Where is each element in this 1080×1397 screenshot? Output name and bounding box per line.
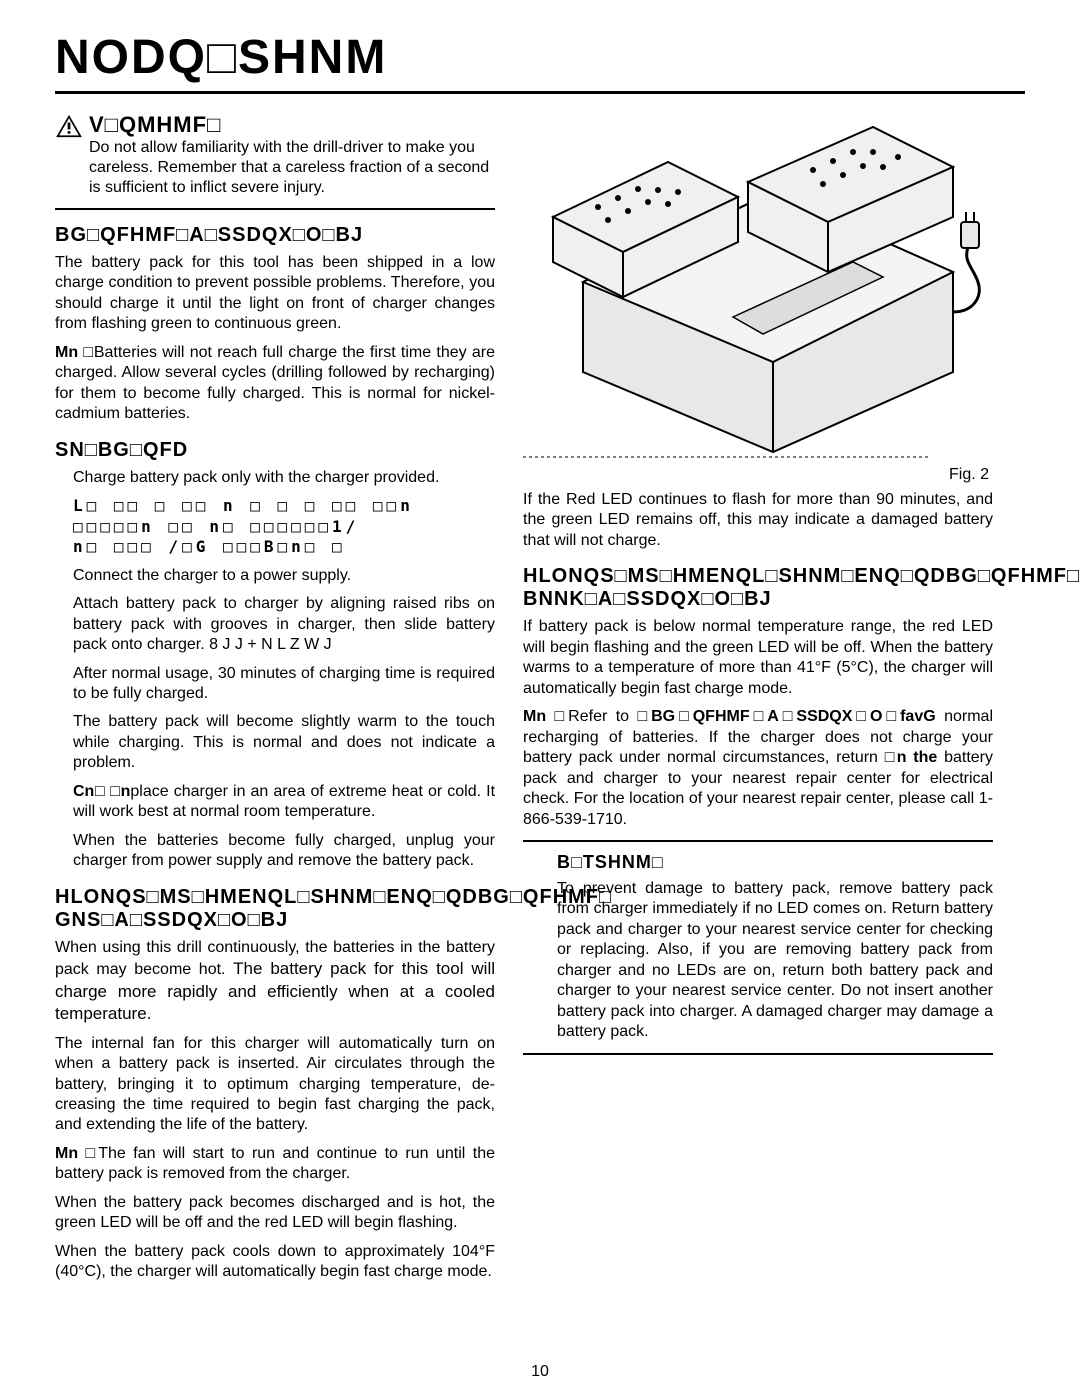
s1-note-body: Batteries will not reach full charge the… [55,344,495,422]
caution-head: B□TSHNM□ [557,852,993,873]
s2-li5: Cn□ □nplace charger in an area of extrem… [73,782,495,823]
column-right: Fig. 2 If the Red LED continues to flash… [523,112,993,1291]
page-title: NODQ□SHNM [55,30,1025,85]
s1-p1: The battery pack for this tool has been … [55,253,495,335]
s4-p2e: □n the [885,749,938,766]
s2-intro: Charge battery pack only with the charge… [73,468,495,488]
s4-p2a: Mn □ [523,708,568,725]
s2-li1: Connect the charger to a power supply. [73,566,495,586]
rule-before-caution [523,840,993,842]
section-cool-head: HLONQS□MS□HMENQL□SHNM□ENQ□QDBG□QFHMF□ BN… [523,565,993,611]
s4-p2b: Refer to □ [568,708,651,725]
figure-charger [523,112,993,462]
rule-after-caution [523,1053,993,1055]
content-columns: V□QMHMF□ Do not allow familiarity with t… [55,112,1025,1291]
caution-body: To prevent damage to battery pack, remov… [557,879,993,1043]
r1: If the Red LED continues to flash for mo… [523,490,993,551]
section-tocharge-head: SN□BG□QFD [55,439,495,462]
s4-p1: If battery pack is below normal temperat… [523,617,993,699]
s1-note-label: Mn □ [55,344,94,361]
s3-p4: When the battery pack becomes discharged… [55,1193,495,1234]
s3-p1: When using this drill continuously, the … [55,938,495,1026]
rule-after-warning [55,208,495,210]
s2-list: Connect the charger to a power supply. A… [55,566,495,872]
s2-li5-label: Cn□ □n [73,783,130,800]
s4-p2: Mn □Refer to □BG□QFHMF□A□SSDQX□O□favG no… [523,707,993,830]
s3-p5: When the battery pack cools down to appr… [55,1242,495,1283]
figure-caption: Fig. 2 [523,466,989,484]
s2-obscured: L□ □□ □ □□ n □ □ □ □□ □□n □□□□□n □□ n□ □… [73,496,495,557]
s3-p3-label: Mn □ [55,1145,98,1162]
section-hot-head: HLONQS□MS□HMENQL□SHNM□ENQ□QDBG□QFHMF□ GN… [55,886,495,932]
warning-heading: V□QMHMF□ [89,112,221,138]
warning-icon [55,114,83,138]
s3-p3-body: The fan will start to run and continue t… [55,1145,495,1182]
warning-block: V□QMHMF□ [55,112,495,138]
rule-top [55,91,1025,94]
page-number: 10 [0,1363,1080,1381]
s1-note: Mn □Batteries will not reach full charge… [55,343,495,425]
s2-li5-body: place charger in an area of extreme heat… [73,783,495,820]
s2-li6: When the batteries become fully charged,… [73,831,495,872]
section-charging-head: BG□QFHMF□A□SSDQX□O□BJ [55,224,495,247]
s2-li3: After normal usage, 30 minutes of chargi… [73,664,495,705]
warning-body: Do not allow familiarity with the drill-… [89,138,495,198]
s2-li2: Attach battery pack to charger by aligni… [73,594,495,655]
caution-block: B□TSHNM□ To prevent damage to battery pa… [523,852,993,1042]
s2-li4: The battery pack will become slightly wa… [73,712,495,773]
figure-charger-svg [523,112,993,462]
column-left: V□QMHMF□ Do not allow familiarity with t… [55,112,495,1291]
s3-p3: Mn □The fan will start to run and contin… [55,1144,495,1185]
s4-p2c: BG□QFHMF□A□SSDQX□O□favG [651,708,936,725]
s3-p2: The internal fan for this charger will a… [55,1034,495,1136]
